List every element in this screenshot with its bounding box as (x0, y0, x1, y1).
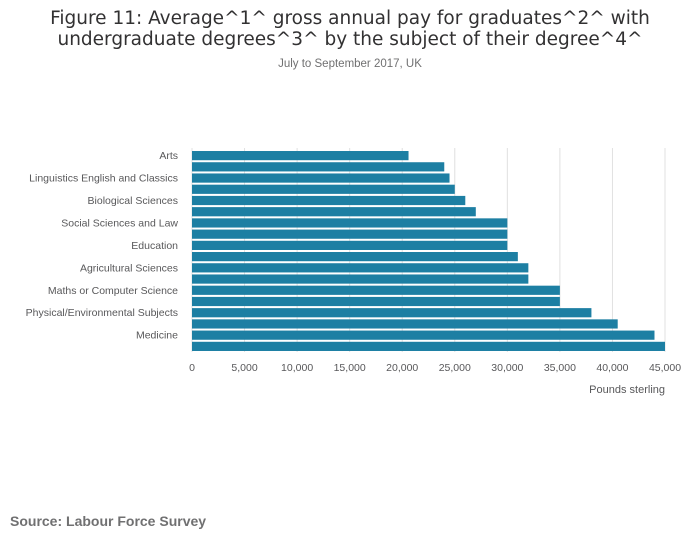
category-label: Arts (159, 150, 178, 162)
source-label: Source: (10, 513, 63, 529)
x-tick-label: 45,000 (649, 362, 681, 374)
bar[interactable] (192, 151, 409, 161)
x-tick-label: 0 (189, 362, 195, 374)
bar[interactable] (192, 308, 592, 318)
bar[interactable] (192, 240, 508, 250)
x-tick-label: 40,000 (596, 362, 628, 374)
bar[interactable] (192, 173, 450, 183)
bar[interactable] (192, 330, 655, 340)
bar[interactable] (192, 162, 445, 172)
bar[interactable] (192, 285, 560, 295)
bar[interactable] (192, 229, 508, 239)
bar[interactable] (192, 218, 508, 228)
bar-layer (192, 151, 665, 351)
x-tick-label: 5,000 (231, 362, 257, 374)
category-label: Education (131, 240, 178, 252)
source-note: Source: Labour Force Survey (10, 513, 206, 529)
category-label: Agricultural Sciences (80, 262, 178, 274)
bar[interactable] (192, 341, 665, 351)
x-tick-label: 10,000 (281, 362, 313, 374)
category-label: Social Sciences and Law (61, 217, 178, 229)
category-label: Linguistics English and Classics (29, 173, 178, 185)
category-label: Medicine (136, 330, 178, 342)
bar[interactable] (192, 319, 618, 329)
chart-title-line-2: undergraduate degrees^3^ by the subject … (57, 29, 643, 50)
bar[interactable] (192, 296, 560, 307)
x-tick-label: 20,000 (386, 362, 418, 374)
chart-title: Figure 11: Average^1^ gross annual pay f… (0, 8, 700, 50)
x-tick-label: 25,000 (439, 362, 471, 374)
chart-title-line-1: Figure 11: Average^1^ gross annual pay f… (50, 8, 650, 29)
x-axis-title: Pounds sterling (589, 384, 665, 396)
category-label: Maths or Computer Science (48, 285, 178, 297)
chart-subtitle: July to September 2017, UK (278, 58, 422, 70)
x-tick-label: 35,000 (544, 362, 576, 374)
bar[interactable] (192, 263, 529, 273)
bar[interactable] (192, 274, 529, 284)
x-tick-labels: 0 5,000 10,000 15,000 20,000 25,000 30,000 35,0… (189, 362, 681, 374)
bar[interactable] (192, 207, 476, 217)
category-label: Biological Sciences (88, 195, 178, 207)
category-labels: Arts Linguistics English and Classics Biol… (26, 150, 179, 342)
bar[interactable] (192, 252, 518, 262)
bar[interactable] (192, 184, 455, 194)
category-label: Physical/Environmental Subjects (26, 307, 178, 319)
source-text: Labour Force Survey (66, 513, 207, 529)
x-tick-label: 15,000 (334, 362, 366, 374)
bar[interactable] (192, 195, 466, 206)
x-tick-label: 30,000 (491, 362, 523, 374)
